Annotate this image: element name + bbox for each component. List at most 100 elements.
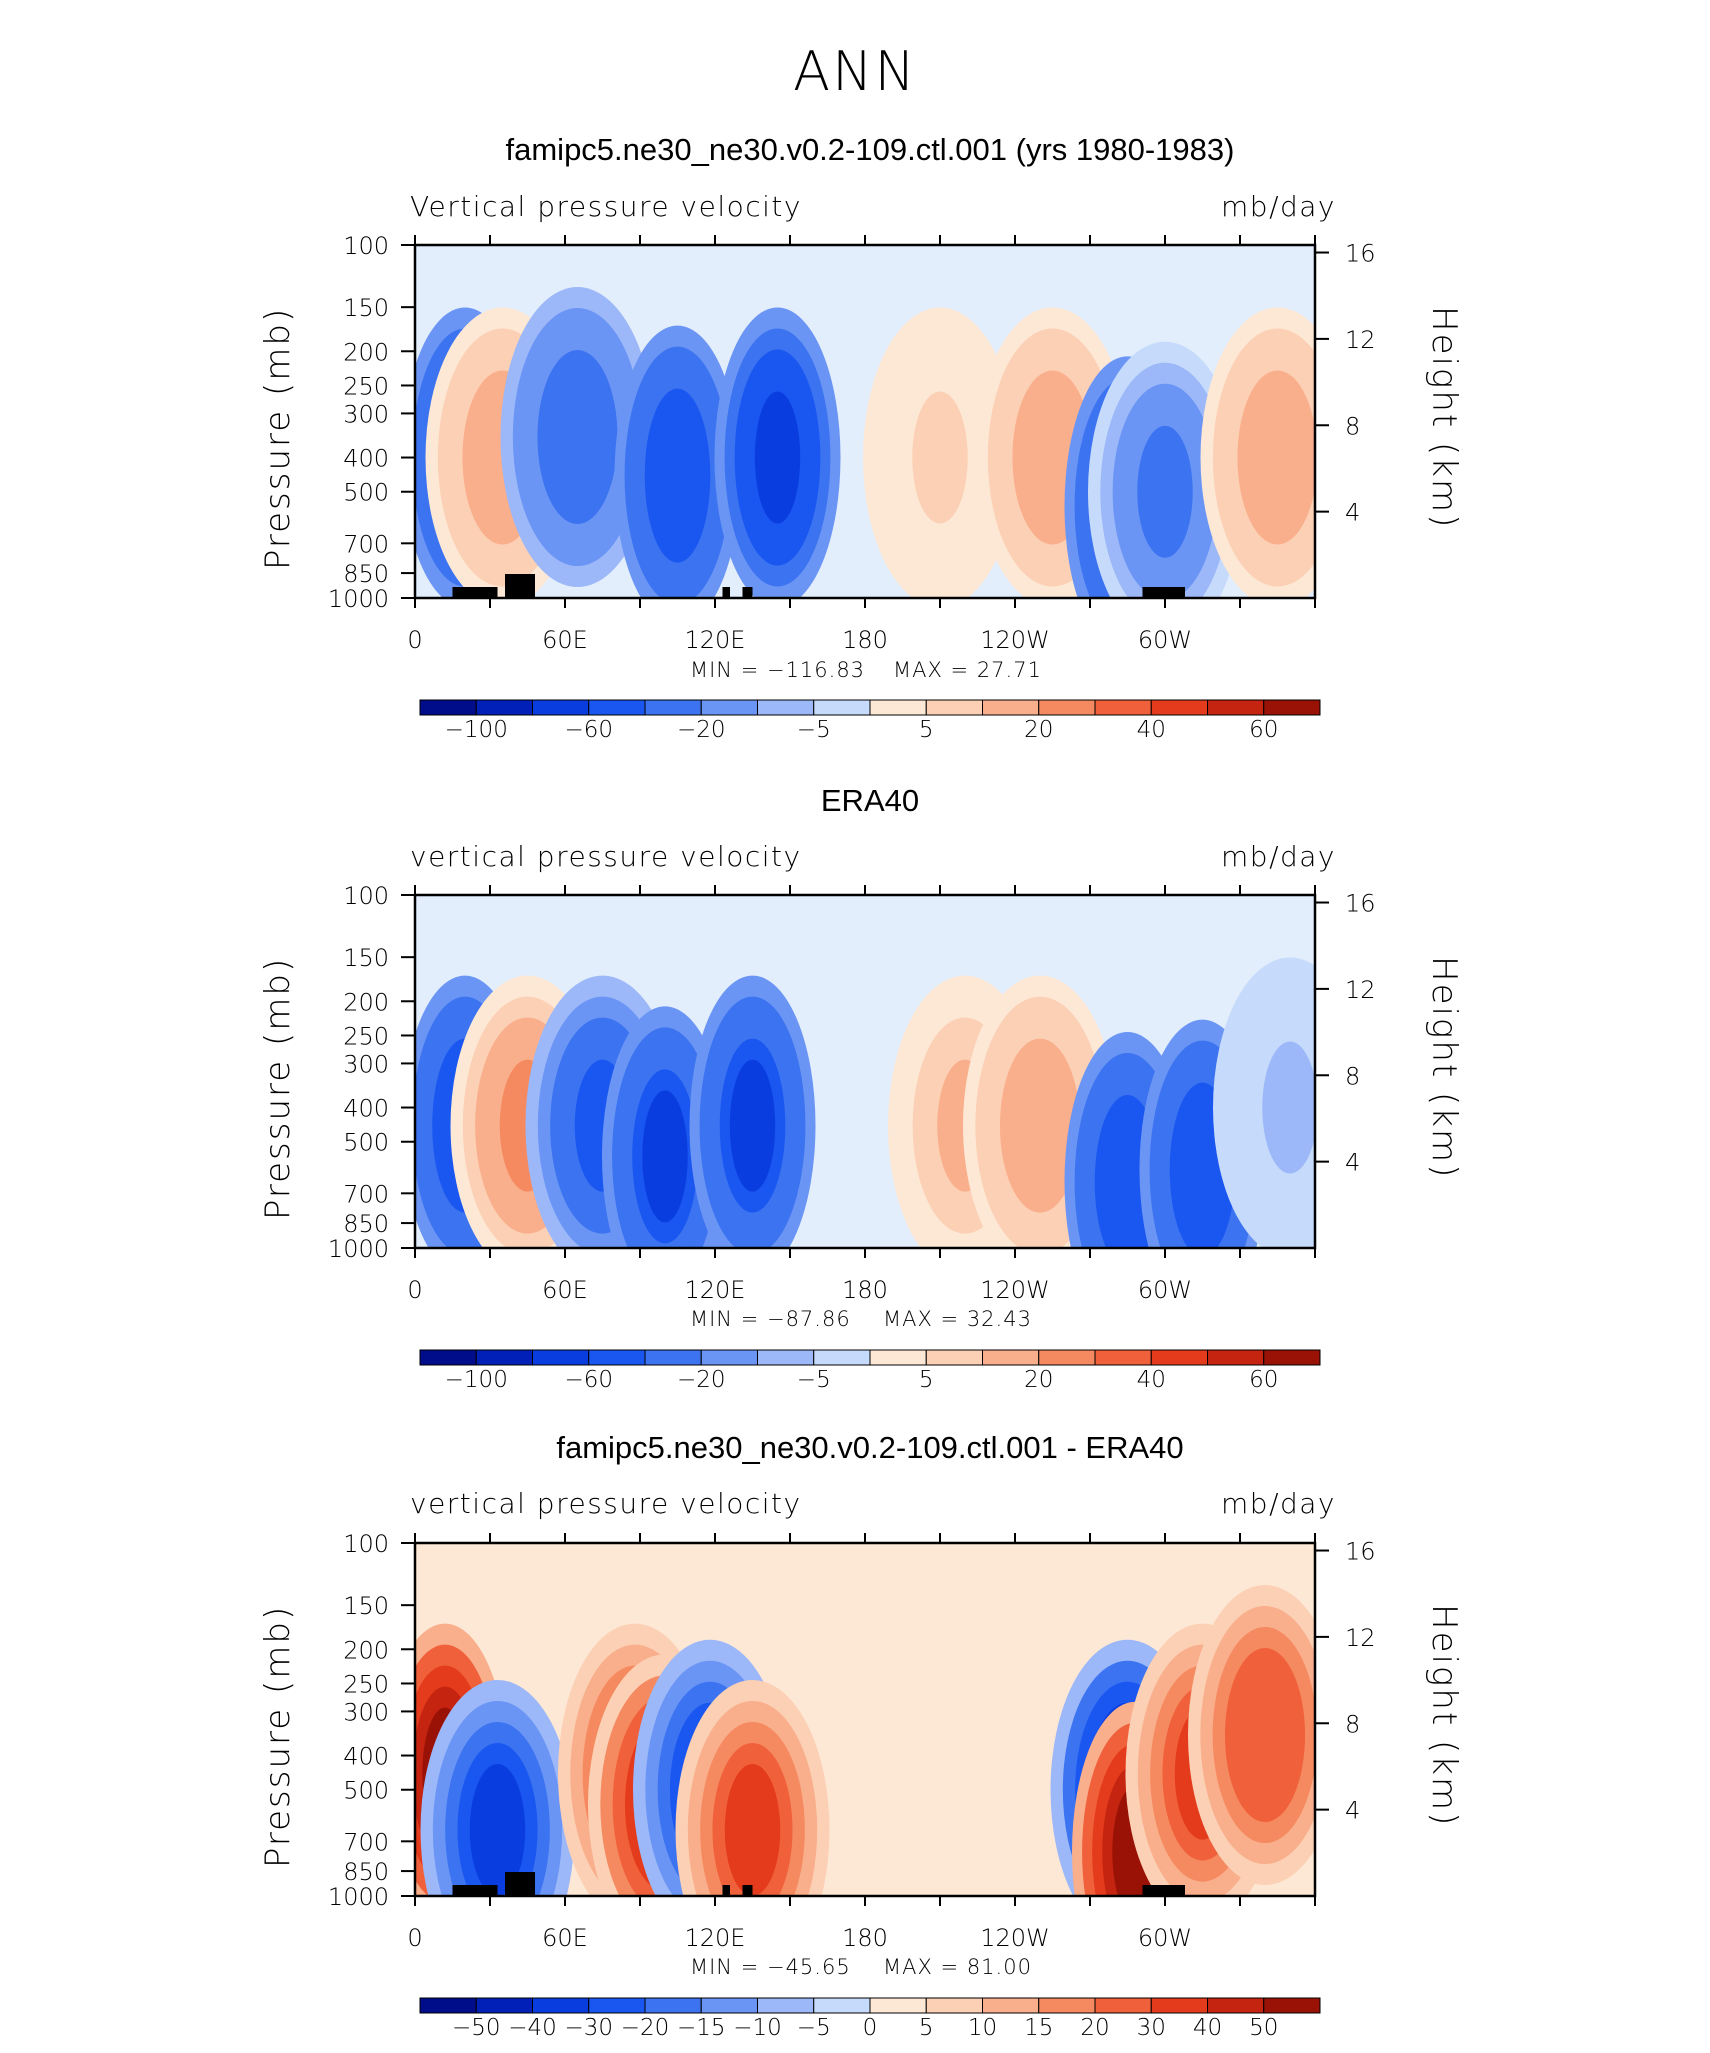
- colorbar-label: 20: [1024, 717, 1053, 743]
- y-tick-label: 300: [343, 1050, 389, 1078]
- x-tick-label: 60E: [542, 1924, 588, 1952]
- y-tick-label: 150: [343, 1592, 389, 1620]
- x-tick-label: 60W: [1138, 1276, 1192, 1304]
- y-tick-label: 500: [343, 1777, 389, 1805]
- contour-blob-7: [1104, 1115, 1151, 1248]
- y-tick-right-label: 4: [1345, 499, 1360, 527]
- colorbar-label: 60: [1249, 717, 1278, 743]
- contour-blob-8: [1179, 1103, 1226, 1236]
- colorbar-label: 40: [1193, 2015, 1222, 2041]
- y-tick-label: 1000: [328, 585, 389, 613]
- colorbar-label: 50: [1249, 2015, 1278, 2041]
- y-tick-right-label: 16: [1345, 890, 1376, 918]
- panel-2-max: MAX = 32.43: [883, 1307, 1032, 1331]
- topography-mask: [480, 1885, 498, 1896]
- contour-blob-6: [1012, 1059, 1068, 1192]
- y-tick-label: 1000: [328, 1883, 389, 1911]
- panel-1-units: mb/day: [1221, 190, 1336, 223]
- colorbar-box: [982, 699, 1040, 716]
- colorbar-label: 20: [1080, 2015, 1109, 2041]
- colorbar-box: [982, 1997, 1040, 2014]
- contour-blob-5: [912, 391, 968, 524]
- panel-3-left-string: vertical pressure velocity: [410, 1487, 802, 1520]
- x-tick-label: 120E: [685, 1276, 746, 1304]
- colorbar-label: −20: [677, 717, 726, 743]
- colorbar-label: 5: [919, 2015, 934, 2041]
- y-tick-label: 250: [343, 372, 389, 400]
- colorbar-label: 10: [968, 2015, 997, 2041]
- colorbar-label: 30: [1137, 2015, 1166, 2041]
- x-tick-label: 120W: [980, 1924, 1050, 1952]
- contour-blob-9: [1249, 391, 1306, 524]
- x-tick-label: 60W: [1138, 626, 1192, 654]
- x-tick-label: 0: [407, 1276, 422, 1304]
- panel-1-min: MIN = −116.83: [690, 658, 866, 682]
- y-tick-label: 400: [343, 1743, 389, 1771]
- y-tick-right-label: 8: [1345, 1062, 1360, 1090]
- panel-2-min: MIN = −87.86: [690, 1307, 851, 1331]
- y-tick-label: 700: [343, 530, 389, 558]
- y-tick-label: 400: [343, 445, 389, 473]
- colorbar-box: [588, 1349, 646, 1366]
- colorbar-box: [1038, 1349, 1096, 1366]
- topography-mask: [722, 587, 730, 598]
- colorbar-label: −100: [445, 717, 508, 743]
- colorbar-box: [532, 699, 590, 716]
- x-tick-label: 0: [407, 626, 422, 654]
- colorbar-box: [1150, 699, 1208, 716]
- contour-field: [415, 1543, 1315, 1896]
- x-tick-label: 60E: [542, 626, 588, 654]
- y-tick-label: 250: [343, 1022, 389, 1050]
- topography-mask: [505, 1872, 535, 1896]
- x-tick-label: 60W: [1138, 1924, 1192, 1952]
- contour-blob-2: [549, 371, 606, 504]
- colorbar-box: [869, 699, 927, 716]
- colorbar-box: [925, 699, 983, 716]
- colorbar-box: [644, 1997, 702, 2014]
- y-tick-right-label: 4: [1345, 1797, 1360, 1825]
- y-tick-right-label: 12: [1345, 1624, 1376, 1652]
- topography-mask: [1142, 587, 1185, 598]
- colorbar-box: [1094, 699, 1152, 716]
- topography-mask: [742, 587, 753, 598]
- colorbar-box: [1207, 699, 1265, 716]
- colorbar-box: [1038, 1997, 1096, 2014]
- colorbar-box: [925, 1997, 983, 2014]
- y-tick-label: 100: [343, 1530, 389, 1558]
- colorbar-box: [757, 699, 815, 716]
- panel-2-colorbar: −100 −60 −20 −5 5 20 40 60: [419, 1349, 1321, 1393]
- colorbar-label: 0: [863, 2015, 878, 2041]
- colorbar-box: [532, 1997, 590, 2014]
- colorbar-box: [475, 699, 533, 716]
- colorbar-box: [532, 1349, 590, 1366]
- panel-3-colorbar: −50 −40 −30 −20 −15 −10 −5 0 5 10 15 20 30 40 50: [419, 1997, 1321, 2041]
- x-tick-label: 0: [407, 1924, 422, 1952]
- colorbar-box: [869, 1349, 927, 1366]
- colorbar-label: 20: [1024, 1367, 1053, 1393]
- y-tick-label: 150: [343, 294, 389, 322]
- colorbar-box: [700, 1349, 758, 1366]
- panel-3-units: mb/day: [1221, 1487, 1336, 1520]
- panel-2-title: ERA40: [820, 783, 920, 818]
- panel-1-left-string: Vertical pressure velocity: [410, 190, 802, 223]
- colorbar-box: [1207, 1997, 1265, 2014]
- colorbar-label: −20: [621, 2015, 670, 2041]
- y-tick-label: 200: [343, 338, 389, 366]
- panel-3-min: MIN = −45.65: [690, 1955, 851, 1979]
- contour-blob-9: [1262, 1041, 1315, 1174]
- contour-blob-3: [654, 409, 701, 542]
- colorbar-box: [1263, 1997, 1321, 2014]
- colorbar-box: [982, 1349, 1040, 1366]
- x-tick-label: 120E: [685, 1924, 746, 1952]
- x-tick-label: 120E: [685, 626, 746, 654]
- colorbar-label: −5: [797, 1367, 831, 1393]
- y-tick-label: 300: [343, 400, 389, 428]
- y-tick-label: 300: [343, 1698, 389, 1726]
- y-tick-right-label: 8: [1345, 1710, 1360, 1738]
- colorbar-label: −100: [445, 1367, 508, 1393]
- colorbar-box: [1150, 1997, 1208, 2014]
- colorbar-box: [419, 1997, 477, 2014]
- x-tick-label: 120W: [980, 1276, 1050, 1304]
- colorbar-label: −60: [564, 1367, 613, 1393]
